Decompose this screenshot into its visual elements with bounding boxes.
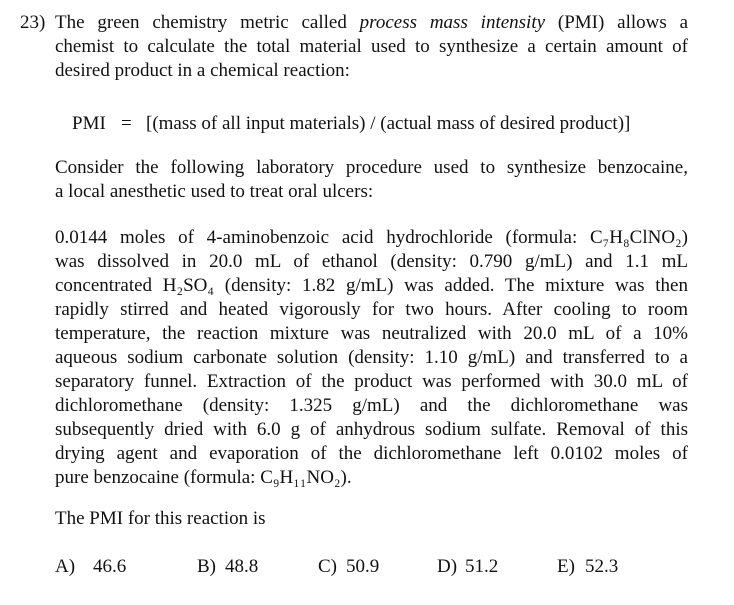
text: The green chemistry metric called bbox=[55, 12, 360, 33]
choice-label: A) bbox=[55, 556, 76, 577]
question-number: 23) bbox=[20, 12, 46, 33]
choice-text: 50.9 bbox=[346, 556, 380, 577]
choice-text: 51.2 bbox=[465, 556, 499, 577]
procedure-line: 0.0144 moles of 4-aminobenzoic acid hydr… bbox=[55, 227, 688, 248]
choice-label: B) bbox=[197, 556, 216, 577]
procedure-line: rapidly stirred and heated vigorously fo… bbox=[55, 299, 688, 320]
procedure-line: separatory funnel. Extraction of the pro… bbox=[55, 371, 688, 392]
context-line: Consider the following laboratory proced… bbox=[55, 157, 688, 178]
prompt: The PMI for this reaction is bbox=[55, 508, 266, 529]
text: (PMI) allows a bbox=[545, 12, 688, 33]
formula-eq: = bbox=[121, 113, 132, 134]
intro-line: chemist to calculate the total material … bbox=[55, 36, 688, 57]
choice-text: 48.8 bbox=[225, 556, 259, 577]
procedure-line: pure benzocaine (formula: C₉H₁₁NO₂). bbox=[55, 467, 352, 488]
procedure-line: aqueous sodium carbonate solution (densi… bbox=[55, 347, 688, 368]
choice-text: 46.6 bbox=[93, 556, 127, 577]
procedure-line: dichloromethane (density: 1.325 g/mL) an… bbox=[55, 395, 688, 416]
choice-label: D) bbox=[437, 556, 458, 577]
intro-line: The green chemistry metric called proces… bbox=[55, 12, 688, 34]
italic-term: process mass intensity bbox=[359, 12, 546, 33]
procedure-line: drying agent and evaporation of the dich… bbox=[55, 443, 688, 464]
formula-lhs: PMI bbox=[72, 113, 106, 134]
procedure-line: concentrated H₂SO₄ (density: 1.82 g/mL) … bbox=[55, 275, 688, 296]
procedure-line: temperature, the reaction mixture was ne… bbox=[55, 323, 688, 344]
choice-label: E) bbox=[557, 556, 575, 577]
formula-rhs: [(mass of all input materials) / (actual… bbox=[146, 113, 631, 134]
procedure-line: subsequently dried with 6.0 g of anhydro… bbox=[55, 419, 688, 440]
choice-label: C) bbox=[318, 556, 337, 577]
procedure-line: was dissolved in 20.0 mL of ethanol (den… bbox=[55, 251, 688, 272]
intro-line: desired product in a chemical reaction: bbox=[55, 60, 350, 81]
context-line: a local anesthetic used to treat oral ul… bbox=[55, 181, 374, 202]
choice-text: 52.3 bbox=[585, 556, 619, 577]
